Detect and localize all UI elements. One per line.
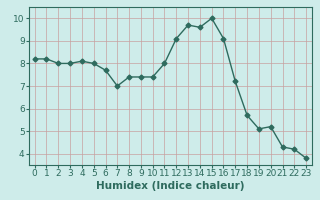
X-axis label: Humidex (Indice chaleur): Humidex (Indice chaleur)	[96, 181, 245, 191]
